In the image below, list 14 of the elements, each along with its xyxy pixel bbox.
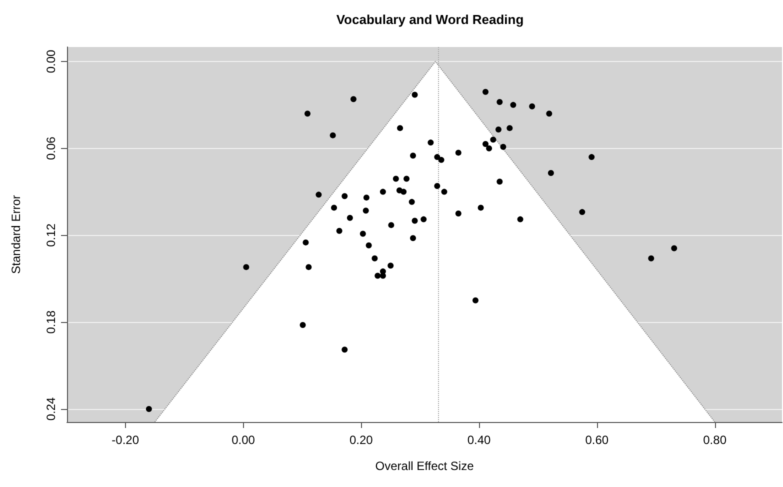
- y-tick-label: 0.24: [44, 396, 58, 421]
- y-tick-label: 0.00: [44, 49, 58, 74]
- y-tick-label: 0.06: [44, 136, 58, 160]
- x-tick-label: 0.40: [467, 433, 492, 447]
- chart-title: Vocabulary and Word Reading: [336, 12, 524, 27]
- x-tick-label: 0.60: [585, 433, 609, 447]
- y-axis-title: Standard Error: [9, 195, 23, 274]
- y-tick-label: 0.18: [44, 310, 58, 334]
- x-tick-label: 0.80: [703, 433, 727, 447]
- x-axis-title: Overall Effect Size: [375, 459, 474, 473]
- y-tick-label: 0.12: [44, 223, 58, 247]
- x-tick-label: 0.20: [349, 433, 374, 447]
- x-tick-label: 0.00: [232, 433, 256, 447]
- x-tick-label: -0.20: [112, 433, 140, 447]
